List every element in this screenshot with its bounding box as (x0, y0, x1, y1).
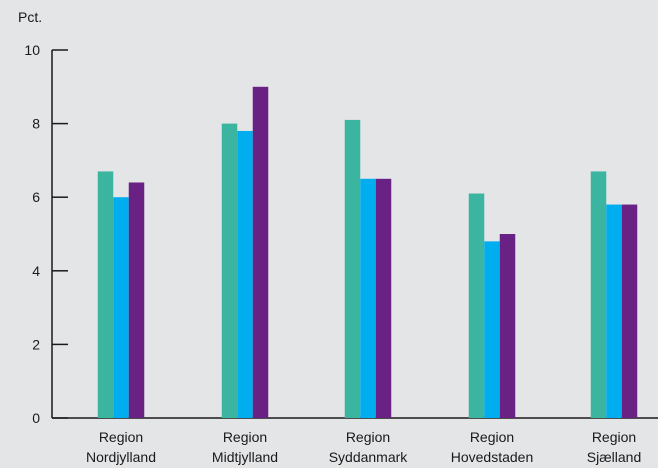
x-category-label: Midtjylland (212, 449, 278, 465)
x-category-label: Region (223, 429, 267, 445)
bar (113, 197, 129, 418)
bar (128, 182, 145, 418)
y-tick-label: 0 (32, 410, 40, 426)
bar (97, 171, 114, 418)
y-tick-label: 10 (24, 42, 40, 58)
x-category-label: Region (99, 429, 143, 445)
x-category-label: Region (592, 429, 636, 445)
bar (499, 234, 516, 418)
bar (468, 193, 485, 418)
x-category-label: Region (470, 429, 514, 445)
bar (344, 119, 361, 419)
bars (97, 86, 638, 419)
y-ticks: 0 2 4 6 8 10 (24, 42, 68, 426)
bar (484, 241, 500, 418)
x-category-label: Hovedstaden (451, 449, 534, 465)
bar (360, 178, 376, 418)
y-tick-label: 8 (32, 116, 40, 132)
bar (375, 178, 392, 418)
bar (221, 123, 238, 418)
y-tick-label: 6 (32, 189, 40, 205)
bar (237, 130, 253, 418)
x-category-label: Region (346, 429, 390, 445)
y-tick-label: 4 (32, 263, 40, 279)
x-category-label: Sjælland (587, 449, 641, 465)
y-axis-label: Pct. (18, 9, 42, 25)
x-category-labels: Region Nordjylland Region Midtjylland Region… (86, 429, 641, 465)
bar (621, 204, 638, 418)
bar (590, 171, 607, 418)
bar (252, 86, 269, 419)
x-category-label: Syddanmark (329, 449, 409, 465)
x-category-label: Nordjylland (86, 449, 156, 465)
bar (606, 204, 622, 418)
y-tick-label: 2 (32, 336, 40, 352)
